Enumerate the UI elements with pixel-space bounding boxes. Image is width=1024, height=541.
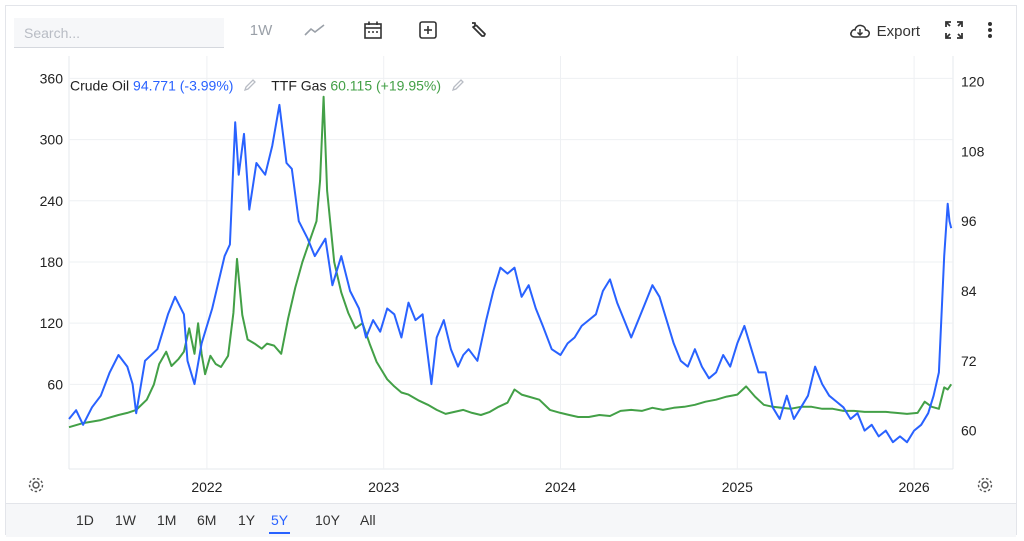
right-axis-tick-label: 96 <box>961 213 977 229</box>
right-axis-tick-label: 108 <box>961 143 985 159</box>
legend-gas-value: 60.115 <box>330 77 373 94</box>
export-label: Export <box>876 22 920 40</box>
left-axis-tick-label: 60 <box>47 376 63 392</box>
legend-gas-change: (+19.95%) <box>376 77 441 94</box>
left-axis-tick-label: 120 <box>40 315 64 331</box>
chart-widget: 1W Export 60 60 120 72 180 84 240 96 300 108 360 12… <box>5 5 1017 537</box>
left-axis-settings-gear-icon[interactable] <box>27 476 45 499</box>
x-axis-tick-label: 2025 <box>722 479 753 495</box>
edit-crude-pencil-icon[interactable] <box>243 78 257 92</box>
right-axis-tick-label: 84 <box>961 283 977 299</box>
legend-crude-value: 94.771 <box>133 77 176 94</box>
legend-crude-name: Crude Oil <box>70 77 130 94</box>
toolbar: 1W Export <box>6 6 1016 50</box>
search-input[interactable] <box>14 18 224 48</box>
fullscreen-icon[interactable] <box>941 16 967 44</box>
range-1m[interactable]: 1M <box>157 512 177 528</box>
interval-selector[interactable]: 1W <box>249 21 273 39</box>
wrench-icon[interactable] <box>465 16 491 44</box>
left-axis-tick-label: 180 <box>40 254 64 270</box>
range-selector-bar: 1D 1W 1M 6M 1Y 5Y 10Y All <box>6 503 1016 537</box>
chart-legend: Crude Oil 94.771 (-3.99%) TTF Gas 60.115… <box>70 76 475 93</box>
chart-type-line-icon[interactable] <box>302 16 328 44</box>
x-axis-tick-label: 2026 <box>899 479 930 495</box>
range-1w[interactable]: 1W <box>115 512 136 528</box>
range-5y[interactable]: 5Y <box>269 510 291 534</box>
series-line-crude-oil <box>68 103 953 444</box>
right-axis-settings-gear-icon[interactable] <box>976 476 994 499</box>
export-button[interactable]: Export <box>849 18 920 44</box>
left-axis-tick-label: 300 <box>40 132 64 148</box>
calendar-icon[interactable] <box>360 16 386 44</box>
left-axis-tick-label: 240 <box>40 193 64 209</box>
series-line-ttf-gas <box>68 95 953 429</box>
add-indicator-icon[interactable] <box>415 16 441 44</box>
chart-canvas[interactable]: 60 60 120 72 180 84 240 96 300 108 360 120 2022 2023 2… <box>6 6 1016 501</box>
range-all[interactable]: All <box>360 512 376 528</box>
x-axis-tick-label: 2024 <box>545 479 576 495</box>
range-1d[interactable]: 1D <box>76 512 94 528</box>
x-axis-tick-label: 2023 <box>368 479 399 495</box>
right-axis-tick-label: 60 <box>961 423 977 439</box>
cloud-download-icon <box>849 24 870 38</box>
range-6m[interactable]: 6M <box>197 512 217 528</box>
more-options-icon[interactable] <box>980 16 1000 44</box>
x-axis-tick-label: 2022 <box>191 479 222 495</box>
legend-gas-name: TTF Gas <box>271 77 327 94</box>
range-1y[interactable]: 1Y <box>238 512 256 528</box>
legend-crude-change: (-3.99%) <box>179 77 234 94</box>
right-axis-tick-label: 120 <box>961 74 985 90</box>
edit-gas-pencil-icon[interactable] <box>451 78 465 92</box>
range-10y[interactable]: 10Y <box>315 512 340 528</box>
right-axis-tick-label: 72 <box>961 353 977 369</box>
left-axis-tick-label: 360 <box>40 70 64 86</box>
